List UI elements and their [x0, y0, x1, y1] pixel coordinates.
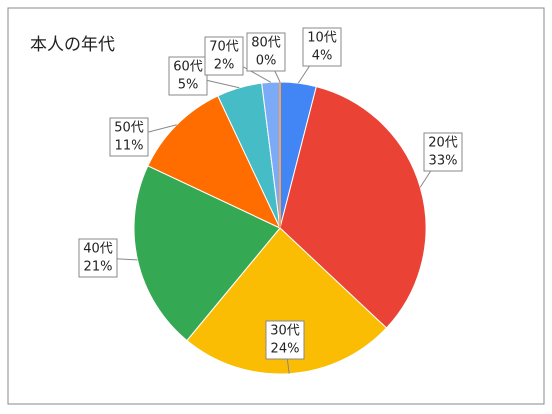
label-box	[265, 320, 305, 360]
value-label: 21%	[84, 260, 113, 275]
label-box	[168, 56, 208, 96]
pie-slice	[147, 95, 282, 230]
label-box	[302, 27, 342, 67]
label-box	[204, 36, 244, 76]
category-label: 80代	[251, 36, 281, 51]
category-label: 60代	[173, 60, 203, 75]
label-box	[109, 117, 149, 157]
value-label: 5%	[178, 78, 199, 93]
value-label: 4%	[312, 49, 333, 64]
category-label: 70代	[209, 40, 239, 55]
category-label: 10代	[307, 31, 337, 46]
value-label: 33%	[429, 154, 458, 169]
category-label: 40代	[83, 242, 113, 257]
pie-slice	[279, 85, 427, 329]
label-box	[423, 132, 463, 172]
value-label: 0%	[256, 54, 277, 69]
category-label: 30代	[270, 324, 300, 339]
value-label: 2%	[214, 58, 235, 73]
chart-title: 本人の年代	[30, 35, 115, 55]
category-label: 50代	[114, 121, 144, 136]
category-label: 20代	[428, 136, 458, 151]
value-label: 11%	[115, 139, 144, 154]
value-label: 24%	[271, 342, 300, 357]
label-box	[246, 32, 286, 72]
label-box	[78, 238, 118, 278]
